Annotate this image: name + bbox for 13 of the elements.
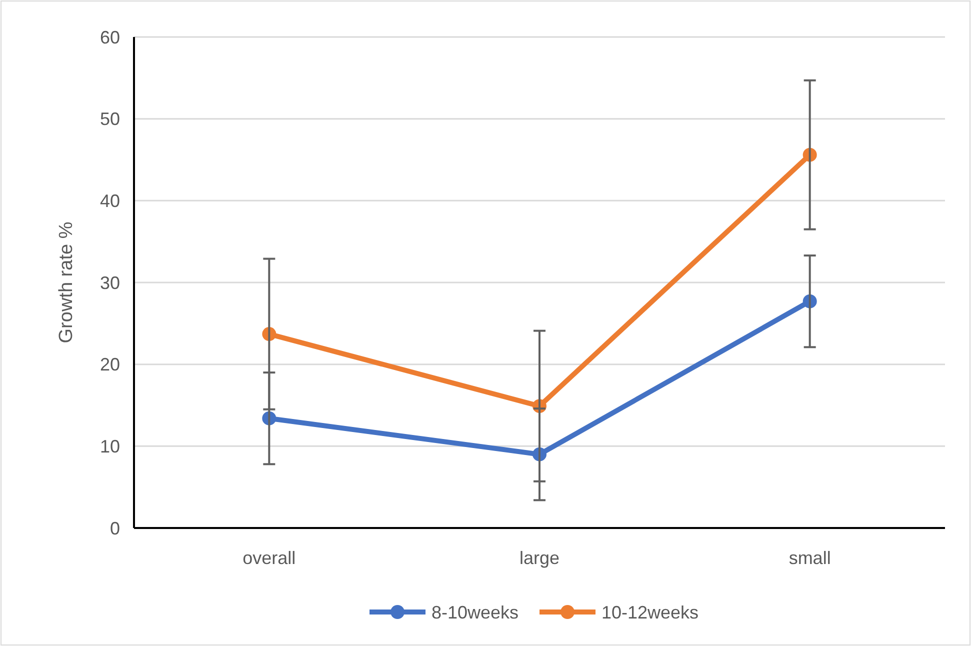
y-tick-label: 30 (100, 272, 120, 293)
y-axis-title: Growth rate % (56, 222, 77, 344)
y-tick-label: 40 (100, 190, 120, 211)
x-tick-label: large (519, 548, 560, 568)
y-tick-label: 10 (100, 436, 120, 456)
y-tick-label: 0 (110, 518, 120, 538)
y-tick-label: 20 (100, 354, 120, 375)
y-tick-label: 50 (100, 109, 120, 130)
legend-label: 8-10weeks (432, 602, 519, 622)
x-tick-label: overall (242, 548, 296, 568)
y-tick-label: 60 (100, 27, 120, 48)
legend-label: 10-12weeks (602, 602, 699, 622)
x-tick-label: small (788, 548, 831, 568)
